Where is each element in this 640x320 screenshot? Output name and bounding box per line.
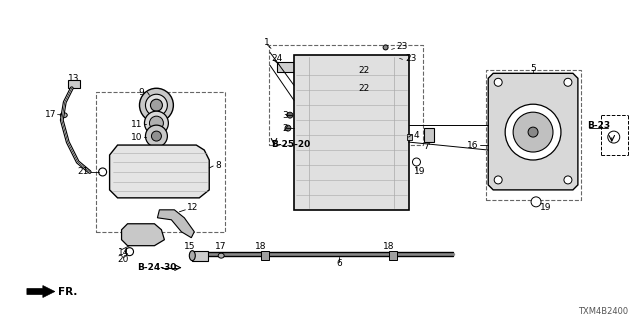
Ellipse shape xyxy=(189,251,195,260)
Text: 4: 4 xyxy=(413,131,419,140)
Circle shape xyxy=(140,88,173,122)
Bar xyxy=(192,251,208,260)
Text: 2: 2 xyxy=(282,124,287,132)
Circle shape xyxy=(564,176,572,184)
Ellipse shape xyxy=(391,58,396,63)
Circle shape xyxy=(494,176,502,184)
Circle shape xyxy=(145,111,168,135)
Ellipse shape xyxy=(303,62,310,72)
Circle shape xyxy=(608,131,620,143)
Circle shape xyxy=(152,131,161,141)
Text: 19: 19 xyxy=(413,167,425,176)
Ellipse shape xyxy=(285,125,291,131)
Bar xyxy=(486,70,581,200)
Ellipse shape xyxy=(218,253,224,258)
Text: 1: 1 xyxy=(264,38,270,47)
Text: 15: 15 xyxy=(184,242,195,251)
Text: FR.: FR. xyxy=(58,286,77,297)
Circle shape xyxy=(99,168,107,176)
Text: 24: 24 xyxy=(271,54,282,63)
Circle shape xyxy=(531,197,541,207)
Text: TXM4B2400: TXM4B2400 xyxy=(578,307,628,316)
Text: 20: 20 xyxy=(118,255,129,264)
Ellipse shape xyxy=(60,113,67,118)
Circle shape xyxy=(150,116,163,130)
Text: B-25-20: B-25-20 xyxy=(271,140,310,148)
Polygon shape xyxy=(109,145,209,198)
Text: 11: 11 xyxy=(131,120,143,129)
Ellipse shape xyxy=(343,84,354,93)
Text: 12: 12 xyxy=(188,203,198,212)
Bar xyxy=(269,45,424,145)
Text: B-24-30: B-24-30 xyxy=(138,263,177,272)
Ellipse shape xyxy=(343,65,355,75)
Text: 17: 17 xyxy=(45,110,56,119)
Text: 18: 18 xyxy=(383,242,394,251)
Ellipse shape xyxy=(383,45,388,50)
Circle shape xyxy=(528,127,538,137)
Bar xyxy=(424,128,435,142)
Text: 8: 8 xyxy=(215,162,221,171)
Text: 5: 5 xyxy=(530,64,536,73)
Polygon shape xyxy=(122,224,164,246)
Text: 13: 13 xyxy=(68,74,79,83)
Circle shape xyxy=(505,104,561,160)
Circle shape xyxy=(287,112,293,118)
Bar xyxy=(277,62,307,72)
Circle shape xyxy=(564,78,572,86)
Text: 22: 22 xyxy=(358,84,370,93)
Text: 6: 6 xyxy=(336,259,342,268)
Bar xyxy=(388,251,397,260)
Circle shape xyxy=(413,158,420,166)
Bar xyxy=(95,92,225,232)
Circle shape xyxy=(125,248,134,256)
Text: 10: 10 xyxy=(131,132,143,141)
Text: 14: 14 xyxy=(118,248,129,257)
Text: 16: 16 xyxy=(467,140,478,149)
Bar xyxy=(68,80,80,88)
Text: 9: 9 xyxy=(139,88,145,97)
Text: 22: 22 xyxy=(358,66,370,75)
Text: 18: 18 xyxy=(255,242,267,251)
Bar xyxy=(406,134,413,140)
Polygon shape xyxy=(27,285,55,298)
Bar xyxy=(294,55,408,210)
Circle shape xyxy=(494,78,502,86)
Text: 19: 19 xyxy=(540,203,552,212)
Text: 21: 21 xyxy=(77,167,89,176)
Text: 7: 7 xyxy=(424,141,429,150)
Bar xyxy=(261,251,269,260)
Text: 23: 23 xyxy=(397,42,408,51)
Circle shape xyxy=(145,94,168,116)
Polygon shape xyxy=(488,73,578,190)
Text: 23: 23 xyxy=(406,54,417,63)
Circle shape xyxy=(513,112,553,152)
Text: 3: 3 xyxy=(282,111,288,120)
Polygon shape xyxy=(157,210,195,238)
Text: B-23: B-23 xyxy=(587,121,610,130)
Circle shape xyxy=(150,99,163,111)
Text: 17: 17 xyxy=(216,242,227,251)
Circle shape xyxy=(145,125,168,147)
